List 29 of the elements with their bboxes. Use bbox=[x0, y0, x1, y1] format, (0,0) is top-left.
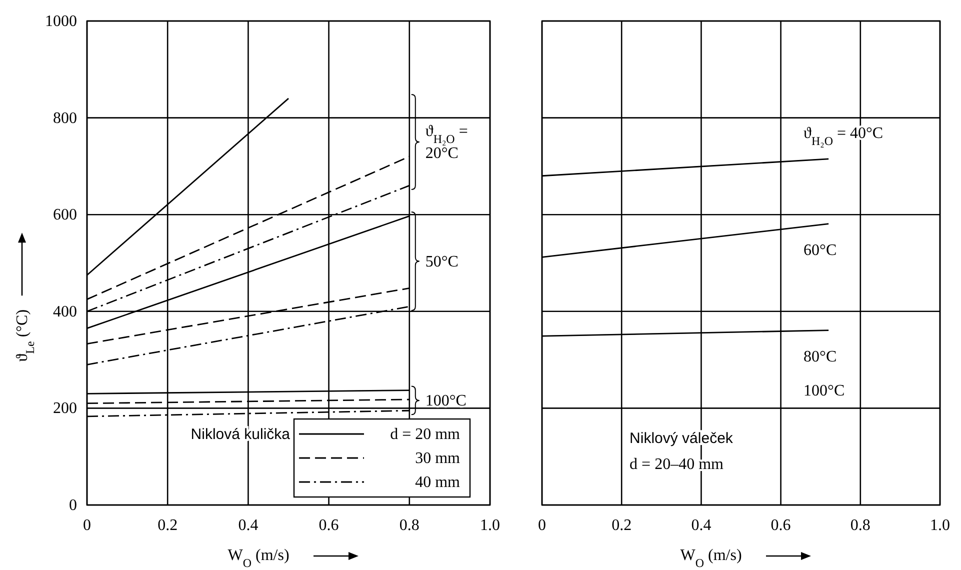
x-tick-label: 0.2 bbox=[158, 517, 178, 534]
x-tick-label: 1.0 bbox=[480, 517, 500, 534]
annotation: 60°C bbox=[804, 242, 837, 259]
x-tick-label: 0.8 bbox=[399, 517, 420, 534]
y-tick-label: 400 bbox=[53, 303, 77, 320]
x-tick-label: 0 bbox=[83, 517, 91, 534]
x-tick-label: 0.4 bbox=[238, 517, 258, 534]
x-tick-label: 0.4 bbox=[691, 517, 712, 534]
x-tick-label: 0.2 bbox=[612, 517, 632, 534]
annotation: 80°C bbox=[804, 348, 837, 366]
x-tick-label: 1.0 bbox=[930, 517, 950, 534]
y-tick-label: 800 bbox=[53, 110, 77, 127]
annotation: 100°C bbox=[804, 382, 845, 400]
y-tick-label: 600 bbox=[53, 206, 77, 224]
text: 40 mm bbox=[415, 474, 461, 491]
y-tick-label: 0 bbox=[69, 497, 77, 514]
x-axis-title: W$_{O}$ (m/s) bbox=[680, 547, 742, 570]
annotation: ϑ$_{H₂O}$ = 20°C bbox=[425, 123, 468, 162]
x-tick-label: 0 bbox=[538, 517, 546, 534]
legend-label: d = 20 mm bbox=[390, 426, 461, 443]
x-tick-label: 0.8 bbox=[850, 517, 870, 534]
x-tick-label: 0.6 bbox=[770, 517, 791, 534]
y-tick-label: 200 bbox=[53, 400, 77, 418]
x-axis-title: W$_{O}$ (m/s) bbox=[228, 547, 290, 570]
annotation: 50°C bbox=[425, 253, 458, 270]
y-tick-label: 1000 bbox=[45, 13, 77, 30]
text: 30 mm bbox=[415, 450, 461, 467]
annotation: 100°C bbox=[425, 392, 466, 410]
x-tick-label: 0.6 bbox=[318, 517, 339, 534]
